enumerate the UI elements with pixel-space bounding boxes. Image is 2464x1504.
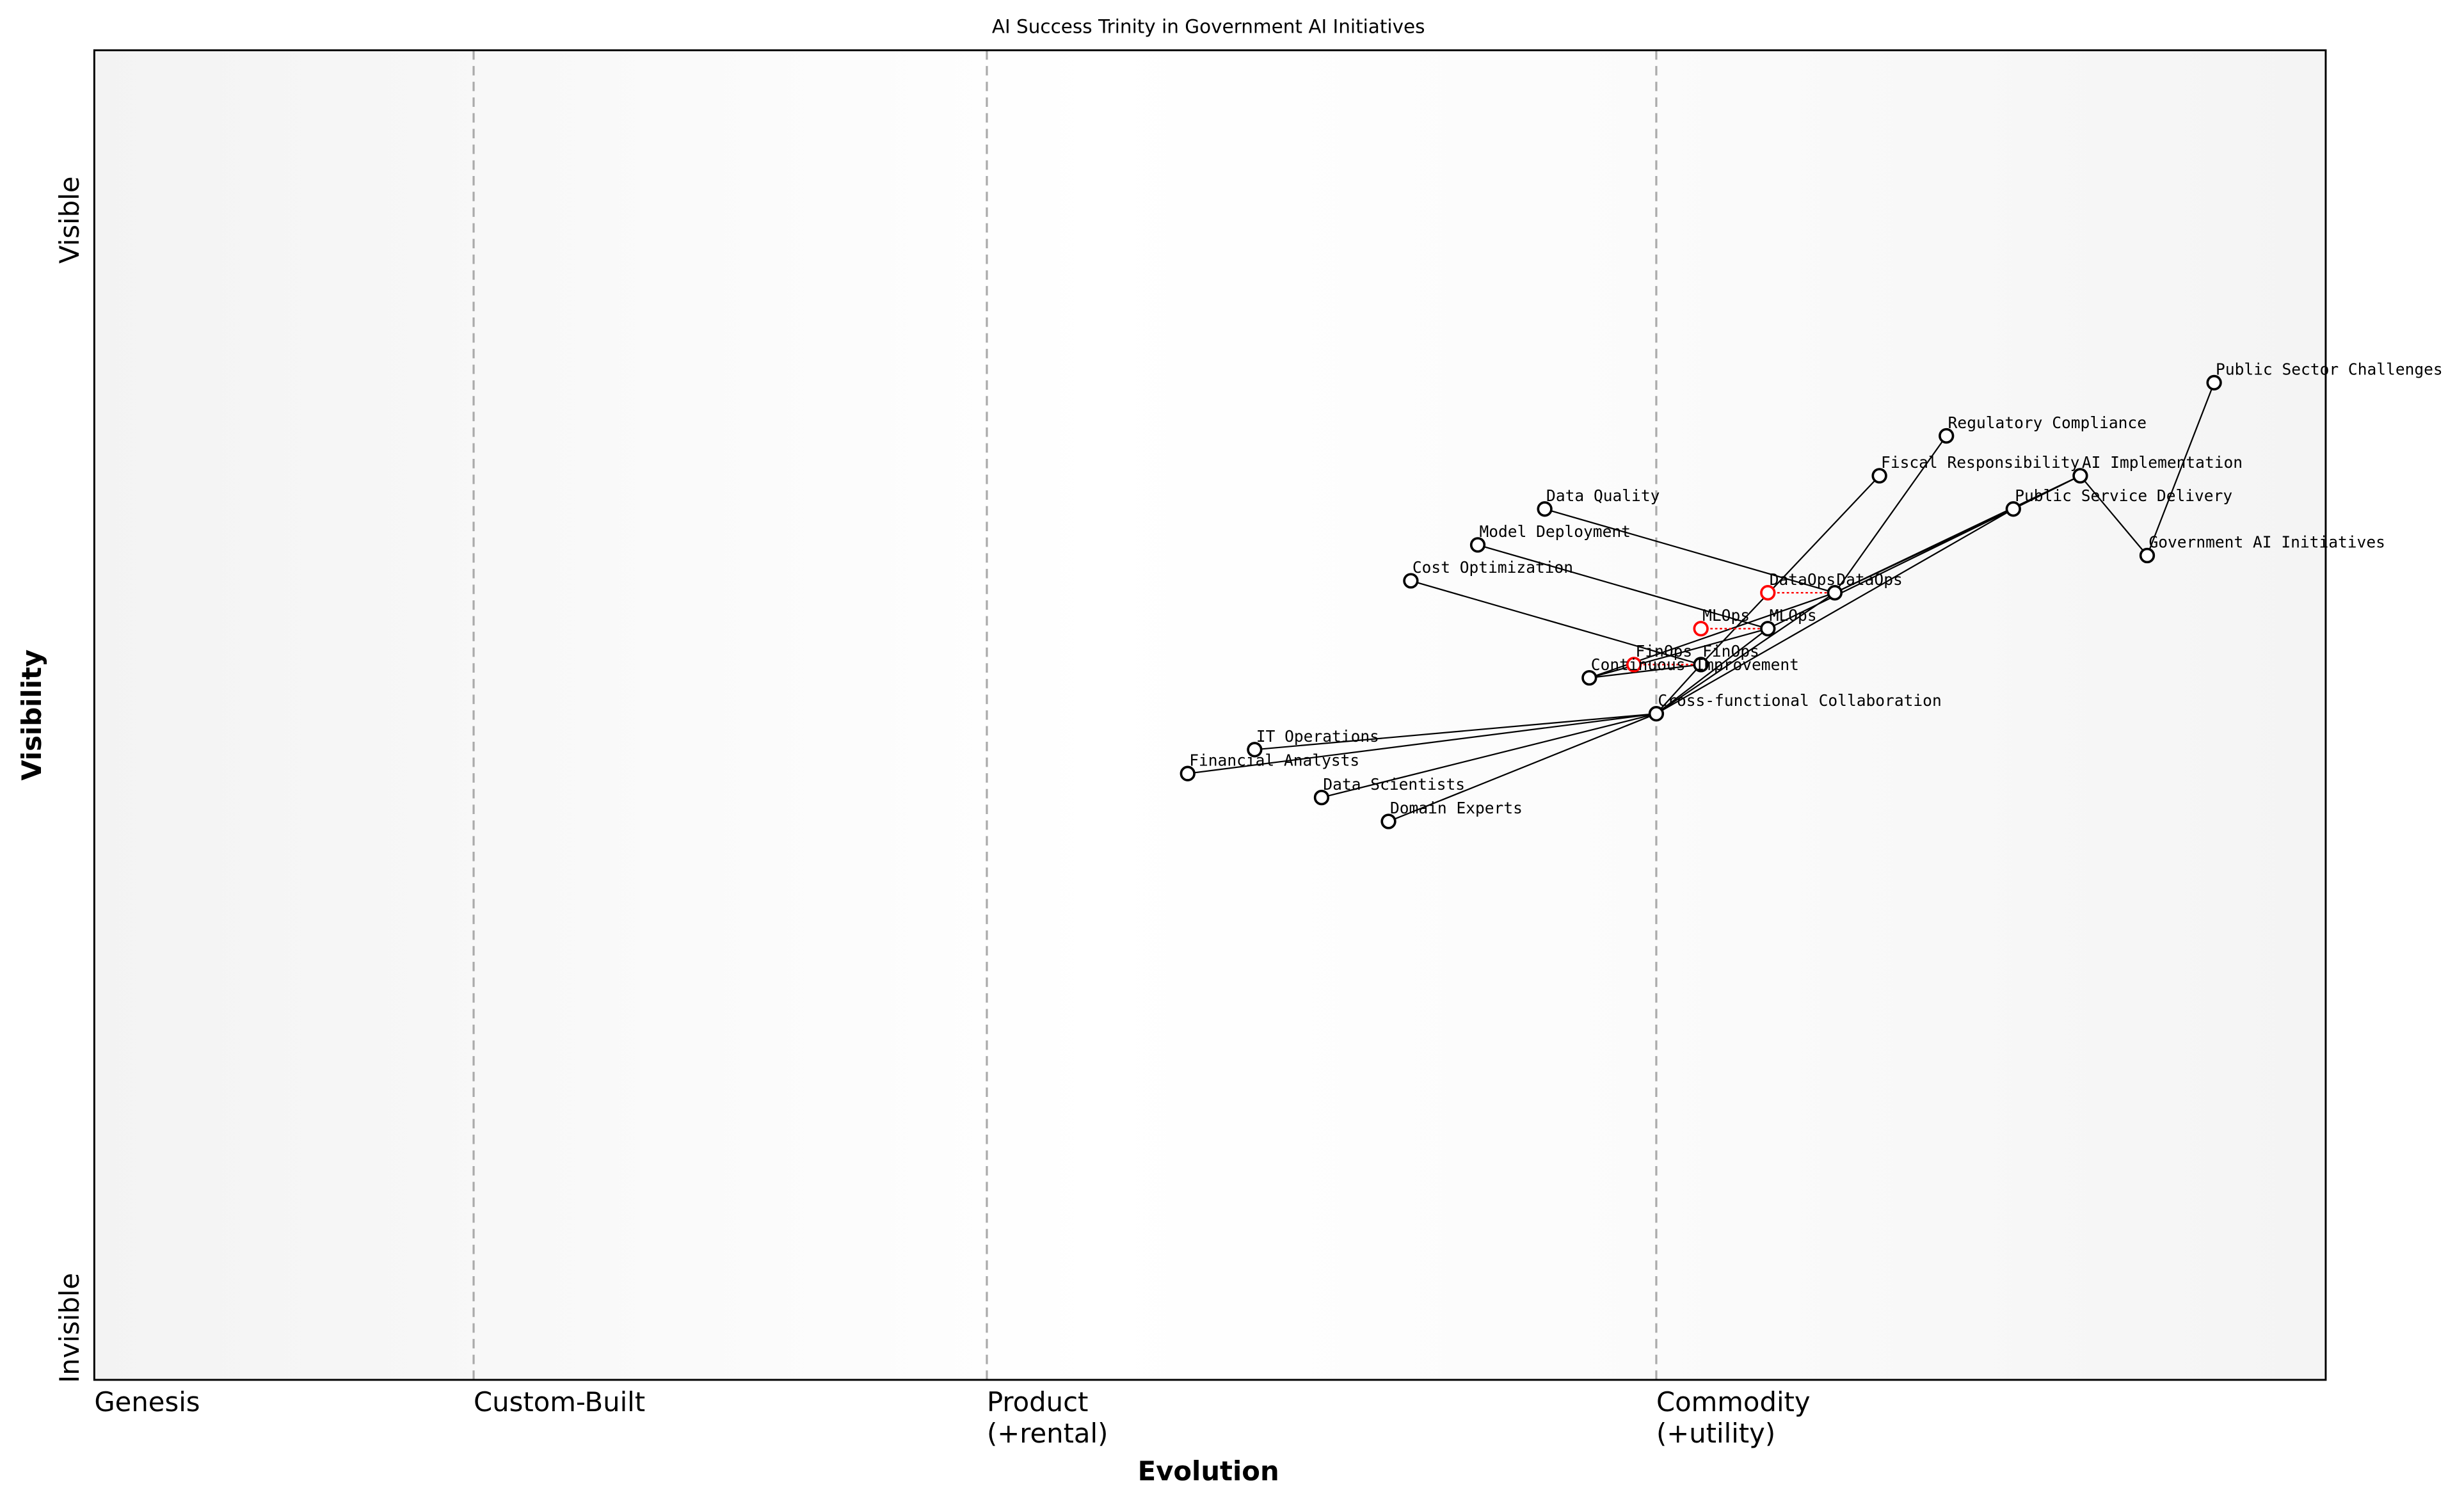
component-government-ai-initiatives[interactable]: Government AI Initiatives — [2139, 533, 2385, 564]
component-node[interactable] — [1313, 789, 1330, 806]
component-ai-implementation[interactable]: AI Implementation — [2072, 453, 2243, 484]
link-cross-functional-collaboration-to-it-operations — [1254, 713, 1657, 751]
link-finops-to-continuous-improvement — [1589, 664, 1701, 679]
link-mlops-to-cross-functional-collaboration — [1656, 628, 1768, 715]
stage-label-custom-built: Custom-Built — [474, 1386, 645, 1418]
component-label: Data Quality — [1546, 486, 1660, 505]
link-cross-functional-collaboration-to-data-scientists — [1321, 713, 1657, 799]
component-node[interactable] — [1247, 742, 1263, 758]
component-regulatory-compliance[interactable]: Regulatory Compliance — [1939, 413, 2147, 444]
component-label: Public Sector Challenges — [2216, 360, 2443, 379]
y-axis-visible-label: Visible — [54, 177, 85, 264]
component-data-quality[interactable]: Data Quality — [1537, 486, 1660, 517]
component-node[interactable] — [1537, 501, 1553, 517]
component-label: MLOps — [1770, 606, 1817, 625]
plot-background — [94, 50, 2326, 1380]
stage-sublabel-commodity: (+utility) — [1656, 1418, 1775, 1449]
component-label: AI Implementation — [2082, 453, 2243, 472]
component-label: DataOps — [1836, 570, 1902, 589]
chart-title: AI Success Trinity in Government AI Init… — [992, 16, 1425, 38]
link-government-ai-initiatives-to-ai-implementation — [2079, 475, 2148, 556]
link-mlops-to-continuous-improvement — [1589, 628, 1768, 679]
component-label: IT Operations — [1256, 727, 1379, 746]
link-public-service-delivery-to-cross-functional-collaboration — [1656, 508, 2014, 715]
component-label: Cost Optimization — [1412, 558, 1573, 577]
component-node[interactable] — [2206, 374, 2222, 391]
inertia-label-dataops: DataOps — [1770, 570, 1836, 589]
component-label: Fiscal Responsibility — [1881, 453, 2079, 472]
stage-label-genesis: Genesis — [94, 1386, 200, 1418]
component-node[interactable] — [1939, 428, 1955, 444]
link-cost-optimization-to-finops — [1411, 580, 1701, 666]
component-node[interactable] — [1871, 468, 1887, 484]
component-label: Domain Experts — [1390, 799, 1523, 817]
component-node[interactable] — [1648, 706, 1665, 722]
stage-label-product: Product — [987, 1386, 1088, 1418]
components: Public Sector Challenges Regulatory Compl… — [1180, 360, 2443, 829]
link-fiscal-responsibility-to-finops — [1700, 475, 1880, 666]
y-axis-invisible-label: Invisible — [54, 1273, 85, 1383]
stage-label-commodity: Commodity — [1656, 1386, 1811, 1418]
component-financial-analysts[interactable]: Financial Analysts — [1180, 751, 1359, 781]
component-data-scientists[interactable]: Data Scientists — [1313, 775, 1465, 806]
link-data-quality-to-dataops — [1544, 508, 1836, 594]
link-cross-functional-collaboration-to-financial-analysts — [1187, 713, 1657, 774]
component-cost-optimization[interactable]: Cost Optimization — [1403, 558, 1573, 589]
component-domain-experts[interactable]: Domain Experts — [1380, 799, 1523, 829]
stage-sublabel-product: (+rental) — [987, 1418, 1108, 1449]
component-model-deployment[interactable]: Model Deployment — [1469, 522, 1631, 553]
component-public-sector-challenges[interactable]: Public Sector Challenges — [2206, 360, 2443, 391]
evolution-stage-labels: Genesis Custom-Built Product(+rental) Commo… — [94, 1386, 1810, 1449]
component-label: FinOps — [1702, 642, 1759, 660]
component-label: Regulatory Compliance — [1948, 413, 2147, 432]
plot-frame — [93, 49, 2327, 1381]
inertia-marker-dataops[interactable] — [1760, 585, 1776, 601]
link-regulatory-compliance-to-dataops — [1834, 435, 1948, 593]
link-model-deployment-to-mlops — [1477, 544, 1768, 630]
component-label: Model Deployment — [1479, 522, 1630, 541]
inertia-label-mlops: MLOps — [1702, 606, 1750, 625]
link-cross-functional-collaboration-to-domain-experts — [1388, 713, 1657, 822]
component-node[interactable] — [2139, 547, 2156, 564]
inertia-markers: DataOps MLOps FinOps — [1626, 570, 1836, 673]
inertia-marker-mlops[interactable] — [1693, 621, 1709, 637]
dependency-links — [1187, 382, 2215, 822]
component-continuous-improvement[interactable]: Continuous Improvement — [1581, 655, 1799, 686]
link-finops-to-cross-functional-collaboration — [1656, 664, 1702, 714]
component-node[interactable] — [2072, 468, 2088, 484]
component-fiscal-responsibility[interactable]: Fiscal Responsibility — [1871, 453, 2079, 484]
component-label: Government AI Initiatives — [2148, 533, 2385, 552]
component-finops[interactable]: FinOps — [1693, 642, 1759, 673]
component-label: Financial Analysts — [1189, 751, 1359, 769]
component-label: Continuous Improvement — [1591, 655, 1799, 674]
link-dataops-to-cross-functional-collaboration — [1656, 592, 1836, 715]
inertia-label-finops: FinOps — [1636, 642, 1693, 660]
component-node[interactable] — [1693, 657, 1709, 673]
inertia-marker-finops[interactable] — [1626, 657, 1642, 673]
component-node[interactable] — [1403, 573, 1419, 589]
link-government-ai-initiatives-to-public-sector-challenges — [2146, 382, 2215, 556]
component-label: Public Service Delivery — [2015, 486, 2232, 505]
component-mlops[interactable]: MLOps — [1760, 606, 1817, 637]
component-it-operations[interactable]: IT Operations — [1247, 727, 1379, 758]
x-axis-title: Evolution — [1138, 1455, 1279, 1487]
link-public-service-delivery-to-mlops — [1767, 508, 2014, 630]
y-axis-title: Visibility — [16, 650, 47, 781]
component-node[interactable] — [1827, 585, 1843, 601]
component-cross-functional-collaboration[interactable]: Cross-functional Collaboration — [1648, 691, 1942, 722]
component-node[interactable] — [2005, 501, 2021, 517]
component-public-service-delivery[interactable]: Public Service Delivery — [2005, 486, 2232, 517]
component-node[interactable] — [1581, 669, 1597, 686]
component-label: Cross-functional Collaboration — [1658, 691, 1941, 710]
component-node[interactable] — [1180, 765, 1196, 781]
component-node[interactable] — [1380, 813, 1396, 829]
component-dataops[interactable]: DataOps — [1827, 570, 1903, 601]
component-node[interactable] — [1760, 621, 1776, 637]
component-node[interactable] — [1469, 537, 1486, 553]
component-label: Data Scientists — [1323, 775, 1465, 794]
